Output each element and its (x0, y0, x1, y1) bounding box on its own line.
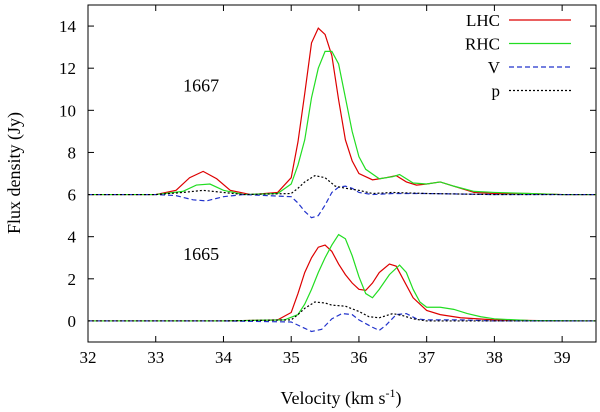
series-line-V (88, 312, 596, 333)
axis-ticks: 32 33 34 35 36 37 38 39 0 2 4 6 8 10 12 14 (59, 5, 596, 367)
legend: LHC RHC Vp (465, 11, 571, 101)
y-axis-label: Flux density (Jy) (4, 112, 25, 234)
curve-annotation: 1667 (183, 75, 219, 95)
series-line-RHC (88, 50, 596, 196)
y-tick-label: 0 (68, 312, 77, 331)
series-line-p (88, 301, 596, 322)
x-tick-label: 36 (350, 348, 367, 367)
series-line-RHC (88, 233, 597, 322)
x-axis-label-exponent: -1 (386, 386, 396, 400)
series-line-LHC (88, 27, 596, 196)
plot-frame (87, 4, 597, 343)
x-tick-label: 37 (418, 348, 436, 367)
y-tick-label: 4 (68, 228, 77, 247)
y-tick-label: 12 (59, 59, 76, 78)
x-tick-label: 38 (486, 348, 503, 367)
series-lines (88, 27, 597, 333)
x-axis-label-text: Velocity (km s (281, 388, 386, 409)
y-tick-label: 2 (68, 270, 77, 289)
series-line-LHC (88, 244, 596, 322)
x-tick-label: 39 (554, 348, 571, 367)
legend-label: LHC (466, 11, 500, 30)
legend-label: V (488, 58, 501, 77)
y-tick-label: 14 (59, 17, 77, 36)
series-line-p (88, 174, 596, 196)
x-tick-label: 34 (215, 348, 233, 367)
x-tick-label: 32 (80, 348, 97, 367)
x-tick-label: 33 (147, 348, 164, 367)
x-axis-label: Velocity (km s-1) (281, 386, 402, 409)
curve-annotation: 1665 (183, 244, 219, 264)
series-line-V (88, 185, 596, 219)
x-axis-label-close: ) (396, 388, 402, 409)
legend-label: RHC (465, 35, 500, 54)
y-tick-label: 10 (59, 101, 76, 120)
x-tick-label: 35 (283, 348, 300, 367)
y-tick-label: 8 (68, 143, 77, 162)
y-tick-label: 6 (68, 186, 77, 205)
annotations: 1667 1665 (183, 75, 219, 264)
legend-label: p (492, 82, 501, 101)
